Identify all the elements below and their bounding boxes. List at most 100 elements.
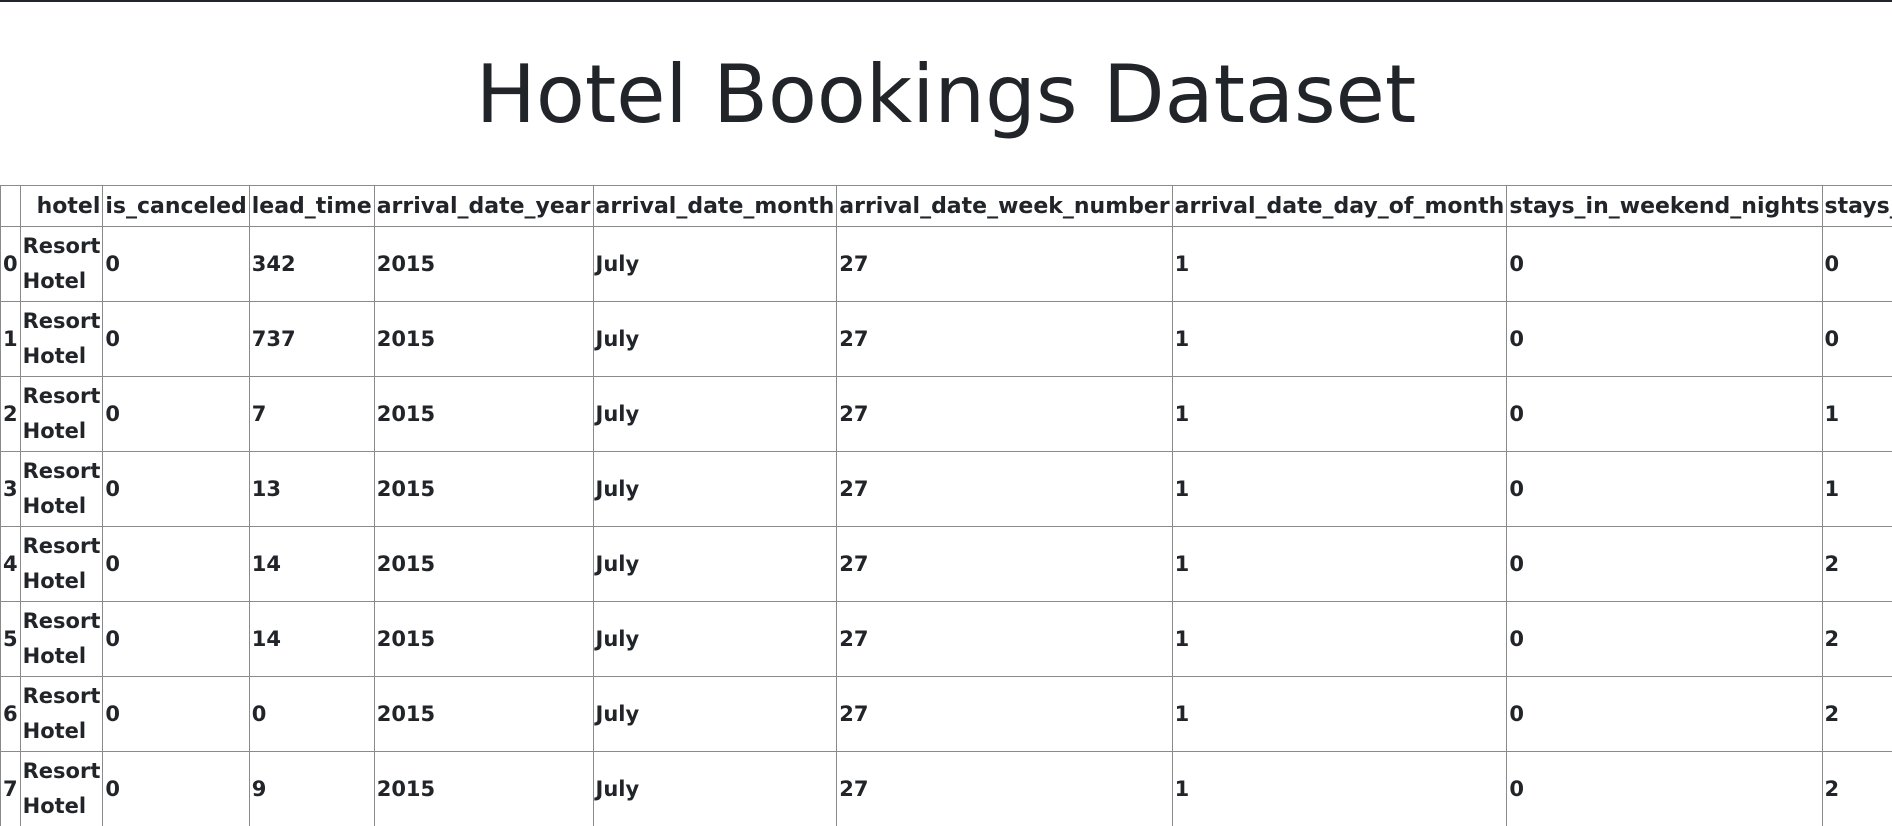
- arrival-date-year-cell: 2015: [373, 301, 594, 377]
- arrival-date-day-of-month-cell: 1: [1171, 226, 1508, 302]
- stays-in-week-nights-cell: 1: [1821, 451, 1892, 527]
- top-border: [0, 0, 1892, 2]
- row-index-cell: 6: [0, 676, 21, 752]
- table-row: 2 Resort Hotel 0 7 2015 July 27 1 0 1: [0, 376, 1892, 452]
- column-header-stays-in-weekend-nights: stays_in_weekend_nights: [1506, 185, 1823, 227]
- stays-in-weekend-nights-cell: 0: [1506, 526, 1823, 602]
- is-canceled-cell: 0: [102, 226, 250, 302]
- stays-in-weekend-nights-cell: 0: [1506, 751, 1823, 826]
- arrival-date-week-number-cell: 27: [836, 376, 1173, 452]
- hotel-cell: Resort Hotel: [19, 451, 104, 527]
- arrival-date-year-cell: 2015: [373, 376, 594, 452]
- table-header-row: hotel is_canceled lead_time arrival_date…: [0, 185, 1892, 227]
- lead-time-cell: 737: [248, 301, 375, 377]
- is-canceled-cell: 0: [102, 526, 250, 602]
- is-canceled-cell: 0: [102, 451, 250, 527]
- column-header-stays-in-week-nights: stays_in_week_nights: [1821, 185, 1892, 227]
- column-header-is-canceled: is_canceled: [102, 185, 250, 227]
- stays-in-week-nights-cell: 2: [1821, 676, 1892, 752]
- table-row: 7 Resort Hotel 0 9 2015 July 27 1 0 2: [0, 751, 1892, 826]
- hotel-cell: Resort Hotel: [19, 526, 104, 602]
- lead-time-cell: 7: [248, 376, 375, 452]
- is-canceled-cell: 0: [102, 376, 250, 452]
- page-title: Hotel Bookings Dataset: [475, 48, 1417, 141]
- column-header-arrival-date-month: arrival_date_month: [592, 185, 838, 227]
- lead-time-cell: 14: [248, 526, 375, 602]
- column-header-lead-time: lead_time: [248, 185, 375, 227]
- arrival-date-month-cell: July: [592, 751, 838, 826]
- row-index-cell: 1: [0, 301, 21, 377]
- arrival-date-year-cell: 2015: [373, 451, 594, 527]
- arrival-date-day-of-month-cell: 1: [1171, 676, 1508, 752]
- table-container[interactable]: hotel is_canceled lead_time arrival_date…: [0, 185, 1892, 826]
- hotel-cell: Resort Hotel: [19, 601, 104, 677]
- arrival-date-month-cell: July: [592, 376, 838, 452]
- column-header-arrival-date-week-number: arrival_date_week_number: [836, 185, 1173, 227]
- column-header-arrival-date-day-of-month: arrival_date_day_of_month: [1171, 185, 1508, 227]
- stays-in-week-nights-cell: 2: [1821, 526, 1892, 602]
- arrival-date-month-cell: July: [592, 301, 838, 377]
- column-header-hotel: hotel: [19, 185, 104, 227]
- arrival-date-day-of-month-cell: 1: [1171, 751, 1508, 826]
- row-index-cell: 4: [0, 526, 21, 602]
- arrival-date-month-cell: July: [592, 601, 838, 677]
- is-canceled-cell: 0: [102, 751, 250, 826]
- stays-in-weekend-nights-cell: 0: [1506, 676, 1823, 752]
- arrival-date-week-number-cell: 27: [836, 676, 1173, 752]
- hotel-cell: Resort Hotel: [19, 301, 104, 377]
- stays-in-weekend-nights-cell: 0: [1506, 601, 1823, 677]
- arrival-date-week-number-cell: 27: [836, 601, 1173, 677]
- arrival-date-week-number-cell: 27: [836, 451, 1173, 527]
- row-index-cell: 5: [0, 601, 21, 677]
- arrival-date-year-cell: 2015: [373, 751, 594, 826]
- arrival-date-day-of-month-cell: 1: [1171, 451, 1508, 527]
- arrival-date-year-cell: 2015: [373, 226, 594, 302]
- lead-time-cell: 14: [248, 601, 375, 677]
- arrival-date-day-of-month-cell: 1: [1171, 376, 1508, 452]
- column-header-index: [0, 185, 21, 227]
- arrival-date-month-cell: July: [592, 226, 838, 302]
- is-canceled-cell: 0: [102, 676, 250, 752]
- row-index-cell: 3: [0, 451, 21, 527]
- column-header-arrival-date-year: arrival_date_year: [373, 185, 594, 227]
- arrival-date-month-cell: July: [592, 526, 838, 602]
- stays-in-week-nights-cell: 0: [1821, 301, 1892, 377]
- stays-in-week-nights-cell: 0: [1821, 226, 1892, 302]
- stays-in-weekend-nights-cell: 0: [1506, 301, 1823, 377]
- arrival-date-month-cell: July: [592, 451, 838, 527]
- hotel-cell: Resort Hotel: [19, 676, 104, 752]
- table-row: 0 Resort Hotel 0 342 2015 July 27 1 0 0: [0, 226, 1892, 302]
- stays-in-week-nights-cell: 2: [1821, 601, 1892, 677]
- arrival-date-day-of-month-cell: 1: [1171, 601, 1508, 677]
- stays-in-weekend-nights-cell: 0: [1506, 376, 1823, 452]
- stays-in-weekend-nights-cell: 0: [1506, 451, 1823, 527]
- table-row: 6 Resort Hotel 0 0 2015 July 27 1 0 2: [0, 676, 1892, 752]
- hotel-cell: Resort Hotel: [19, 226, 104, 302]
- arrival-date-day-of-month-cell: 1: [1171, 526, 1508, 602]
- hotel-cell: Resort Hotel: [19, 376, 104, 452]
- is-canceled-cell: 0: [102, 601, 250, 677]
- arrival-date-month-cell: July: [592, 676, 838, 752]
- stays-in-week-nights-cell: 2: [1821, 751, 1892, 826]
- stays-in-weekend-nights-cell: 0: [1506, 226, 1823, 302]
- arrival-date-week-number-cell: 27: [836, 751, 1173, 826]
- arrival-date-week-number-cell: 27: [836, 301, 1173, 377]
- row-index-cell: 2: [0, 376, 21, 452]
- arrival-date-week-number-cell: 27: [836, 526, 1173, 602]
- bookings-table: hotel is_canceled lead_time arrival_date…: [0, 185, 1892, 826]
- table-row: 5 Resort Hotel 0 14 2015 July 27 1 0 2: [0, 601, 1892, 677]
- table-row: 3 Resort Hotel 0 13 2015 July 27 1 0 1: [0, 451, 1892, 527]
- row-index-cell: 0: [0, 226, 21, 302]
- stays-in-week-nights-cell: 1: [1821, 376, 1892, 452]
- arrival-date-year-cell: 2015: [373, 676, 594, 752]
- table-row: 4 Resort Hotel 0 14 2015 July 27 1 0 2: [0, 526, 1892, 602]
- is-canceled-cell: 0: [102, 301, 250, 377]
- arrival-date-year-cell: 2015: [373, 601, 594, 677]
- table-row: 1 Resort Hotel 0 737 2015 July 27 1 0 0: [0, 301, 1892, 377]
- arrival-date-week-number-cell: 27: [836, 226, 1173, 302]
- lead-time-cell: 9: [248, 751, 375, 826]
- row-index-cell: 7: [0, 751, 21, 826]
- arrival-date-year-cell: 2015: [373, 526, 594, 602]
- lead-time-cell: 342: [248, 226, 375, 302]
- lead-time-cell: 13: [248, 451, 375, 527]
